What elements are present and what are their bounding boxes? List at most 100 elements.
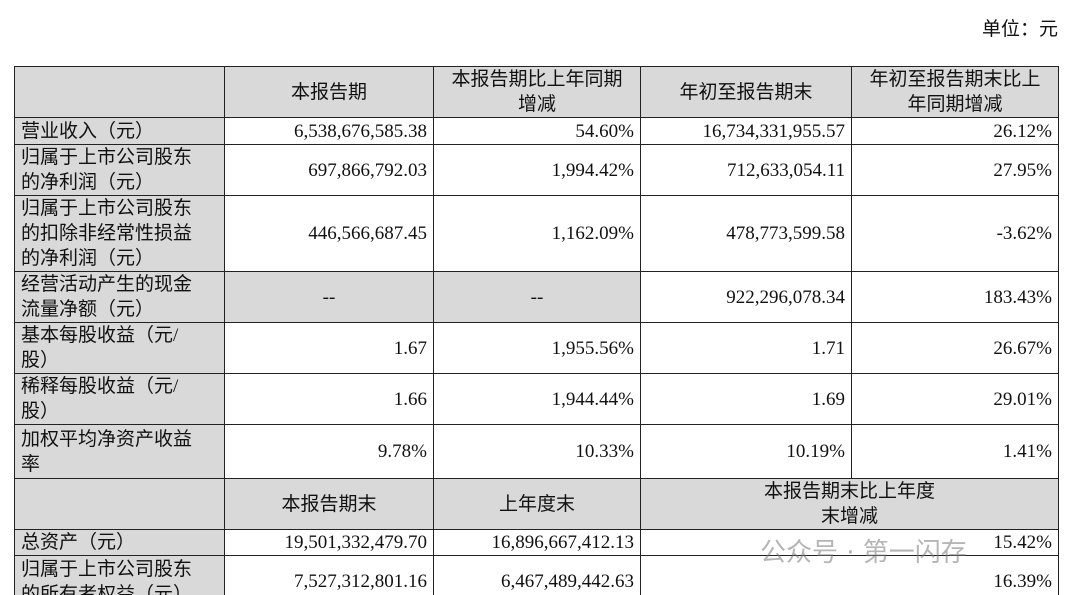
table-cell: 922,296,078.34 <box>640 271 852 323</box>
subheader-row: 本报告期末 上年度末 本报告期末比上年度末增减 <box>14 478 1059 530</box>
table-cell: 1.71 <box>640 322 852 374</box>
table-cell: 29.01% <box>851 373 1059 425</box>
table-cell: 9.78% <box>224 424 434 479</box>
table-cell: 10.33% <box>433 424 641 479</box>
cell-text: 29.01% <box>993 388 1052 410</box>
table-cell: -- <box>224 271 434 323</box>
cell-text: 10.19% <box>786 441 845 462</box>
table-cell: 1.66 <box>224 373 434 425</box>
cell-text: 1.66 <box>393 388 427 410</box>
table-cell: 26.67% <box>851 322 1059 374</box>
data-row: 归属于上市公司股东的净利润（元） 697,866,792.03 1,994.42% 7… <box>14 144 1059 196</box>
watermark: 公众号 · 第一闪存 <box>760 538 967 568</box>
data-row: 归属于上市公司股东的扣除非经常性损益的净利润（元） 446,566,687.45 1… <box>14 195 1059 272</box>
data-row: 营业收入（元） 6,538,676,585.38 54.60% 16,734,331,… <box>14 117 1059 145</box>
table-cell: 478,773,599.58 <box>640 195 852 272</box>
data-row: 经营活动产生的现金流量净额（元） -- -- 922,296,078.34 183.43… <box>14 271 1059 323</box>
cell-text: 7,527,312,801.16 <box>294 571 427 592</box>
cell-text: 9.78% <box>377 441 427 462</box>
table-cell: 1,955.56% <box>433 322 641 374</box>
cell-text: -- <box>322 286 336 308</box>
table-cell: 1,994.42% <box>433 144 641 196</box>
table-cell: 6,467,489,442.63 <box>433 555 641 595</box>
table-cell: 上年度末 <box>433 478 641 530</box>
cell-text: 183.43% <box>983 286 1052 308</box>
cell-text: 922,296,078.34 <box>726 286 845 308</box>
cell-text: 本报告期 <box>290 81 367 103</box>
cell-text: 10.33% <box>575 441 634 462</box>
table-cell: 本报告期 <box>224 66 434 118</box>
table-cell <box>14 66 225 118</box>
table-cell: 1.41% <box>851 424 1059 479</box>
table-cell: 7,527,312,801.16 <box>224 555 434 595</box>
cell-text: 16.39% <box>993 571 1052 592</box>
cell-text: 归属于上市公司股东的净利润（元） <box>21 147 193 193</box>
cell-text: 本报告期末 <box>281 493 377 515</box>
data-row: 基本每股收益（元/股） 1.67 1,955.56% 1.71 26.67% <box>14 322 1059 374</box>
table-cell: 本报告期比上年同期增减 <box>433 66 641 118</box>
table-cell: 本报告期末 <box>224 478 434 530</box>
financial-table: 本报告期 本报告期比上年同期增减 年初至报告期末 年初至报告期末比上年同期增减 营业收入… <box>14 66 1059 595</box>
cell-text: 1,994.42% <box>551 159 634 181</box>
table-cell: 26.12% <box>851 117 1059 145</box>
cell-text: 446,566,687.45 <box>308 223 427 244</box>
cell-text: 19,501,332,479.70 <box>284 532 428 553</box>
table-cell: 年初至报告期末比上年同期增减 <box>851 66 1059 118</box>
table-cell: 1,944.44% <box>433 373 641 425</box>
table-cell: 10.19% <box>640 424 852 479</box>
cell-text: 上年度末 <box>498 493 575 515</box>
cell-text: 1.69 <box>811 388 845 410</box>
cell-text: 本报告期末比上年度末增减 <box>763 481 935 527</box>
unit-label: 单位：元 <box>981 19 1058 40</box>
header-row: 本报告期 本报告期比上年同期增减 年初至报告期末 年初至报告期末比上年同期增减 <box>14 66 1059 118</box>
cell-text: 归属于上市公司股东的扣除非经常性损益的净利润（元） <box>21 198 193 269</box>
cell-text: 478,773,599.58 <box>726 223 845 244</box>
table-cell: 总资产（元） <box>14 529 225 556</box>
cell-text: 1,162.09% <box>551 223 634 244</box>
table-cell: 归属于上市公司股东的扣除非经常性损益的净利润（元） <box>14 195 225 272</box>
cell-text: 1,955.56% <box>551 337 634 359</box>
table-cell: 归属于上市公司股东的所有者权益（元） <box>14 555 225 595</box>
cell-text: 712,633,054.11 <box>726 159 845 181</box>
cell-text: 总资产（元） <box>21 532 136 553</box>
cell-text: 15.42% <box>993 532 1052 553</box>
cell-text: 基本每股收益（元/股） <box>21 325 179 371</box>
table-cell: 6,538,676,585.38 <box>224 117 434 145</box>
table-cell: 基本每股收益（元/股） <box>14 322 225 374</box>
table-cell: 1.69 <box>640 373 852 425</box>
cell-text: 6,467,489,442.63 <box>501 571 634 592</box>
cell-text: 1.71 <box>811 337 845 359</box>
table-cell: 16,896,667,412.13 <box>433 529 641 556</box>
table-cell: 1.67 <box>224 322 434 374</box>
cell-text: 归属于上市公司股东的所有者权益（元） <box>21 558 193 595</box>
table-cell: -3.62% <box>851 195 1059 272</box>
table-cell: -- <box>433 271 641 323</box>
cell-text: 6,538,676,585.38 <box>294 120 427 142</box>
table-cell: 54.60% <box>433 117 641 145</box>
table-cell: 年初至报告期末 <box>640 66 852 118</box>
table-cell: 营业收入（元） <box>14 117 225 145</box>
cell-text: -- <box>530 286 544 308</box>
table-cell: 19,501,332,479.70 <box>224 529 434 556</box>
cell-text: 稀释每股收益（元/股） <box>21 376 179 422</box>
data-row: 加权平均净资产收益率 9.78% 10.33% 10.19% 1.41% <box>14 424 1059 479</box>
cell-text: 1.67 <box>393 337 427 359</box>
table-cell <box>14 478 225 530</box>
cell-text: 本报告期比上年同期增减 <box>451 69 623 115</box>
table-cell: 本报告期末比上年度末增减 <box>640 478 1059 530</box>
table-cell: 183.43% <box>851 271 1059 323</box>
table-cell: 1,162.09% <box>433 195 641 272</box>
cell-text: 1,944.44% <box>551 388 634 410</box>
table-cell: 27.95% <box>851 144 1059 196</box>
cell-text: 经营活动产生的现金流量净额（元） <box>21 274 193 320</box>
table-cell: 加权平均净资产收益率 <box>14 424 225 479</box>
cell-text: 年初至报告期末比上年同期增减 <box>869 69 1041 115</box>
cell-text: 16,896,667,412.13 <box>491 532 635 553</box>
table-cell: 712,633,054.11 <box>640 144 852 196</box>
table-cell: 16,734,331,955.57 <box>640 117 852 145</box>
cell-text: -3.62% <box>996 223 1052 244</box>
cell-text: 1.41% <box>1002 441 1052 462</box>
table-cell: 稀释每股收益（元/股） <box>14 373 225 425</box>
cell-text: 26.12% <box>993 120 1052 142</box>
